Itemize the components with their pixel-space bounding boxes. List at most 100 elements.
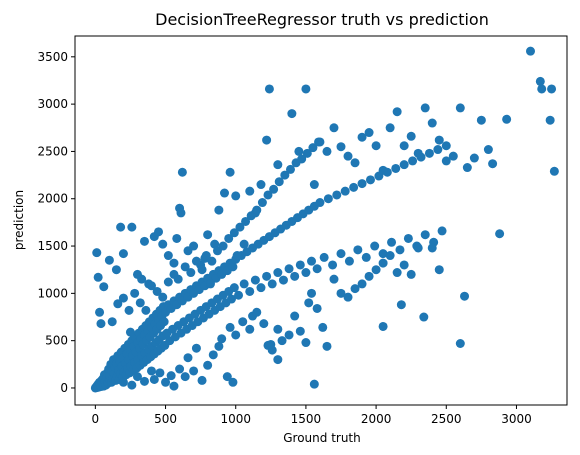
data-point — [127, 222, 137, 232]
data-point — [545, 115, 555, 125]
data-point — [169, 258, 179, 268]
data-point — [232, 251, 242, 261]
data-point — [391, 163, 401, 173]
data-point — [315, 198, 325, 208]
data-point — [365, 175, 375, 185]
data-point — [294, 146, 304, 156]
data-point — [197, 375, 207, 385]
data-point — [158, 239, 168, 249]
x-tick-label: 1000 — [220, 412, 251, 426]
data-point — [245, 286, 255, 296]
y-tick-label: 0 — [60, 381, 68, 395]
data-point — [364, 271, 374, 281]
data-point — [312, 264, 322, 274]
data-point — [203, 360, 213, 370]
data-point — [274, 177, 284, 187]
data-point — [371, 265, 381, 275]
data-point — [488, 159, 498, 169]
data-point — [163, 277, 173, 287]
data-point — [285, 164, 295, 174]
data-point — [455, 339, 465, 348]
data-point — [222, 372, 232, 382]
data-point — [231, 191, 241, 201]
data-point — [228, 262, 238, 272]
data-point — [427, 118, 437, 128]
data-point — [127, 380, 137, 390]
data-point — [130, 288, 140, 298]
data-point — [336, 249, 346, 259]
y-tick-label: 3000 — [37, 97, 68, 111]
data-point — [455, 103, 465, 113]
data-point — [434, 135, 444, 145]
data-point — [256, 283, 266, 293]
data-point — [201, 251, 211, 261]
x-tick-label: 3000 — [501, 412, 532, 426]
data-point — [448, 151, 458, 161]
data-point — [392, 107, 402, 117]
data-point — [229, 228, 239, 238]
data-point — [161, 377, 171, 387]
data-point — [278, 275, 288, 285]
data-point — [476, 115, 486, 125]
data-point — [301, 268, 311, 278]
x-axis-label: Ground truth — [283, 431, 361, 445]
data-point — [217, 334, 227, 344]
data-point — [263, 190, 273, 200]
data-point — [205, 279, 215, 289]
data-point — [483, 145, 493, 155]
data-point — [96, 319, 106, 329]
data-point — [495, 229, 505, 239]
data-point — [152, 286, 162, 296]
data-point — [378, 165, 388, 175]
chart-title: DecisionTreeRegressor truth vs predictio… — [155, 10, 489, 29]
data-point — [361, 252, 371, 262]
data-point — [322, 341, 332, 351]
data-point — [267, 279, 277, 289]
data-point — [246, 211, 256, 221]
data-point — [225, 167, 235, 177]
data-point — [159, 317, 169, 327]
data-point — [399, 141, 409, 151]
data-point — [234, 290, 244, 300]
data-point — [336, 288, 346, 298]
data-point — [118, 293, 128, 303]
x-tick-label: 1500 — [291, 412, 322, 426]
data-point — [183, 353, 193, 363]
data-point — [169, 381, 179, 391]
data-point — [308, 143, 318, 153]
data-point — [220, 188, 229, 198]
scatter-points — [90, 46, 559, 393]
data-point — [118, 377, 128, 387]
data-point — [99, 282, 109, 292]
data-point — [387, 237, 397, 247]
data-point — [385, 251, 395, 261]
data-point — [228, 377, 238, 387]
data-point — [378, 321, 388, 331]
data-point — [239, 239, 249, 249]
data-point — [427, 243, 437, 253]
data-point — [191, 256, 201, 266]
data-point — [357, 179, 367, 189]
data-point — [371, 141, 381, 151]
data-point — [413, 243, 423, 253]
data-point — [245, 324, 255, 334]
y-axis-ticks: 0 500 1000 1500 2000 2500 3000 3500 — [37, 50, 75, 395]
data-point — [526, 46, 535, 56]
data-point — [408, 156, 418, 166]
data-point — [378, 258, 388, 268]
data-point — [295, 326, 305, 336]
data-point — [273, 268, 283, 278]
data-point — [290, 271, 300, 281]
data-point — [419, 312, 429, 322]
data-point — [93, 272, 103, 282]
data-point — [172, 233, 182, 243]
y-tick-label: 3500 — [37, 50, 68, 64]
data-point — [235, 222, 245, 232]
x-tick-label: 500 — [154, 412, 177, 426]
data-point — [364, 128, 374, 138]
data-point — [273, 324, 283, 334]
data-point — [139, 236, 149, 246]
data-point — [392, 268, 402, 278]
data-point — [239, 279, 249, 289]
y-tick-label: 500 — [45, 334, 68, 348]
